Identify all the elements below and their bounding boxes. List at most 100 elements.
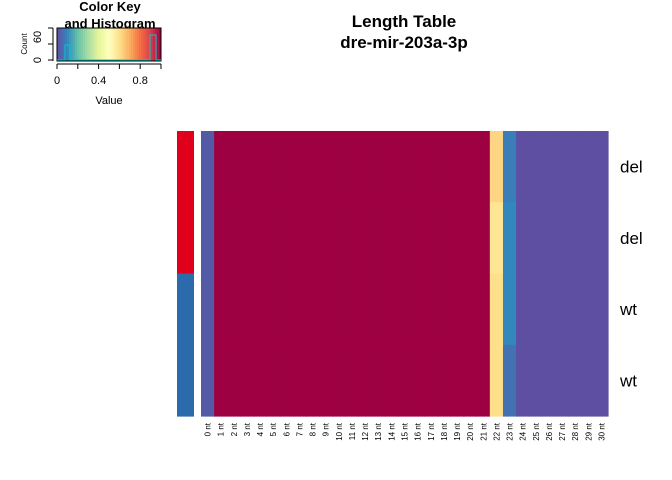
column-label: 26 nt: [545, 422, 554, 441]
color-key-swatch: [99, 28, 102, 61]
heatmap-cell: [214, 273, 228, 346]
heatmap-cell: [476, 202, 491, 275]
heatmap-cell: [450, 273, 465, 346]
column-label: 24 nt: [519, 422, 528, 441]
color-key-swatch: [117, 28, 120, 61]
heatmap-cell: [568, 131, 583, 203]
heatmap-cell: [345, 131, 360, 203]
color-key-swatch: [97, 28, 100, 61]
heatmap-cell: [397, 202, 412, 275]
heatmap-cell: [201, 202, 215, 275]
chart-title-line1: Length Table: [352, 12, 457, 31]
column-label: 0 nt: [204, 422, 213, 436]
color-key-swatch: [125, 28, 128, 61]
heatmap-cell: [319, 273, 333, 346]
heatmap-cell: [358, 344, 373, 417]
column-label: 15 nt: [401, 422, 410, 441]
color-key-histogram-line: [57, 34, 161, 61]
color-key-swatch: [159, 28, 162, 61]
heatmap-cells: [201, 131, 609, 417]
heatmap-cell: [253, 202, 268, 275]
color-key-ylabel: Count: [20, 33, 29, 55]
heatmap-cell: [450, 344, 465, 417]
heatmap-cell: [529, 344, 543, 417]
heatmap-cell: [424, 131, 438, 203]
column-label: 28 nt: [571, 422, 580, 441]
heatmap-cell: [319, 131, 333, 203]
heatmap-cell: [437, 202, 452, 275]
heatmap-cell: [516, 202, 530, 275]
color-key-swatch: [107, 28, 110, 61]
heatmap-cell: [411, 344, 425, 417]
heatmap-cell: [581, 202, 596, 275]
column-label: 2 nt: [230, 422, 239, 436]
chart-title-line2: dre-mir-203a-3p: [340, 33, 468, 52]
heatmap-cell: [201, 344, 215, 417]
heatmap-cell: [594, 273, 609, 346]
heatmap-cell: [594, 131, 609, 203]
heatmap-cell: [542, 273, 557, 346]
column-label: 3 nt: [243, 422, 252, 436]
heatmap-cell: [214, 202, 228, 275]
color-key-y-axis: 0 60: [32, 27, 54, 63]
heatmap-cell: [371, 202, 386, 275]
color-key-y-tick-label: 60: [32, 31, 44, 43]
color-key-frame: [56, 27, 162, 62]
heatmap-cell: [437, 344, 452, 417]
color-key-swatch: [71, 28, 74, 61]
heatmap-cell: [266, 202, 281, 275]
heatmap-cell: [397, 344, 412, 417]
heatmap-cell: [332, 131, 347, 203]
column-label: 10 nt: [335, 422, 344, 441]
heatmap-cell: [227, 273, 241, 346]
column-label: 16 nt: [414, 422, 423, 441]
color-key-swatch: [79, 28, 82, 61]
heatmap-cell: [279, 131, 294, 203]
color-key-xlabel: Value: [95, 95, 122, 107]
heatmap-cell: [384, 273, 399, 346]
color-key-swatch: [103, 28, 106, 61]
heatmap-cell: [201, 273, 215, 346]
heatmap-cell: [292, 344, 307, 417]
heatmap-cell: [332, 273, 347, 346]
color-key-swatch: [77, 28, 80, 61]
heatmap-cell: [384, 202, 399, 275]
heatmap-cell: [542, 131, 557, 203]
color-key-swatch: [145, 28, 148, 61]
color-key-swatch: [127, 28, 130, 61]
heatmap-cell: [201, 131, 215, 203]
color-key-swatch: [91, 28, 94, 61]
column-label: 6 nt: [282, 422, 291, 436]
heatmap-cell: [358, 273, 373, 346]
heatmap-cell: [424, 344, 438, 417]
column-label: 25 nt: [532, 422, 541, 441]
row-label: wt: [619, 300, 637, 319]
heatmap-cell: [371, 273, 386, 346]
color-key-y-tick-label: 0: [32, 57, 44, 63]
heatmap-cell: [489, 273, 504, 346]
heatmap-cell: [279, 202, 294, 275]
heatmap-cell: [476, 344, 491, 417]
color-key-swatch: [157, 28, 160, 61]
color-key-swatch: [95, 28, 98, 61]
color-key-x-tick-label: 0.8: [133, 75, 148, 87]
row-side-color: [177, 131, 194, 203]
heatmap-cell: [568, 273, 583, 346]
heatmap-cell: [306, 344, 320, 417]
color-key-swatch: [133, 28, 136, 61]
heatmap-cell: [516, 131, 530, 203]
heatmap-cell: [581, 131, 596, 203]
heatmap-cell: [292, 273, 307, 346]
color-key-swatch: [143, 28, 146, 61]
heatmap-cell: [384, 344, 399, 417]
color-key-title-line1: Color Key: [79, 0, 141, 14]
color-key-swatch: [123, 28, 126, 61]
heatmap-cell: [502, 344, 517, 417]
color-key-swatch: [61, 28, 64, 61]
color-key-swatch: [109, 28, 112, 61]
heatmap-cell: [253, 131, 268, 203]
color-key-swatch: [81, 28, 84, 61]
heatmap-cell: [279, 344, 294, 417]
heatmap-cell: [253, 344, 268, 417]
